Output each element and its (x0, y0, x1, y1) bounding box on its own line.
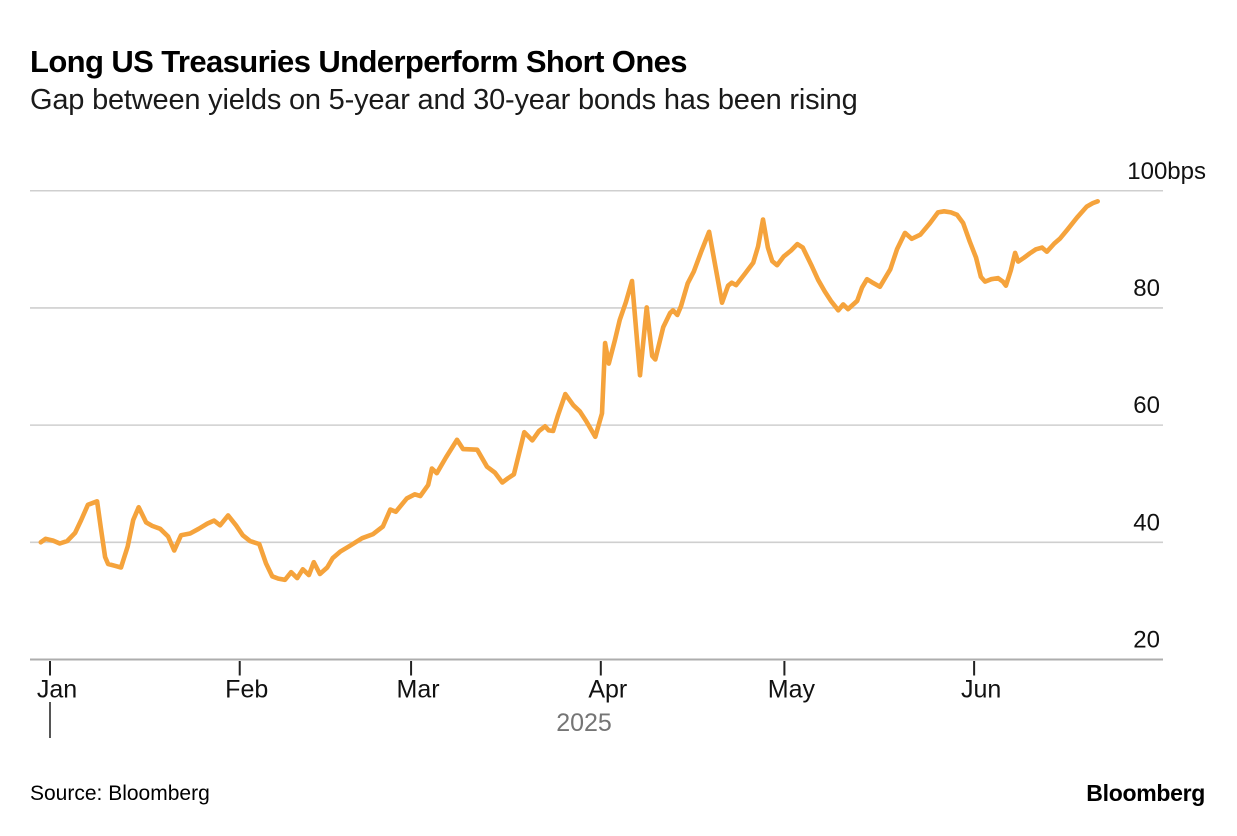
x-axis-label-apr: Apr (588, 676, 627, 704)
x-axis-label-mar: Mar (397, 676, 440, 704)
chart-title: Long US Treasuries Underperform Short On… (30, 44, 688, 79)
chart-subtitle: Gap between yields on 5-year and 30-year… (30, 84, 858, 116)
x-axis-label-jan: Jan (37, 676, 77, 704)
y-axis-label-20: 20 (1133, 627, 1160, 654)
year-label: 2025 (556, 709, 612, 737)
y-axis-label-60: 60 (1133, 392, 1160, 419)
source-note: Source: Bloomberg (30, 782, 210, 805)
bloomberg-logo: Bloomberg (1086, 780, 1205, 806)
y-axis-label-100: 100bps (1127, 158, 1206, 185)
x-axis-label-may: May (768, 676, 816, 704)
y-axis-label-40: 40 (1133, 509, 1160, 536)
spread-line-series (38, 199, 1100, 583)
y-axis-label-80: 80 (1133, 275, 1160, 302)
x-axis-label-feb: Feb (225, 676, 268, 704)
x-axis-label-jun: Jun (961, 676, 1001, 704)
